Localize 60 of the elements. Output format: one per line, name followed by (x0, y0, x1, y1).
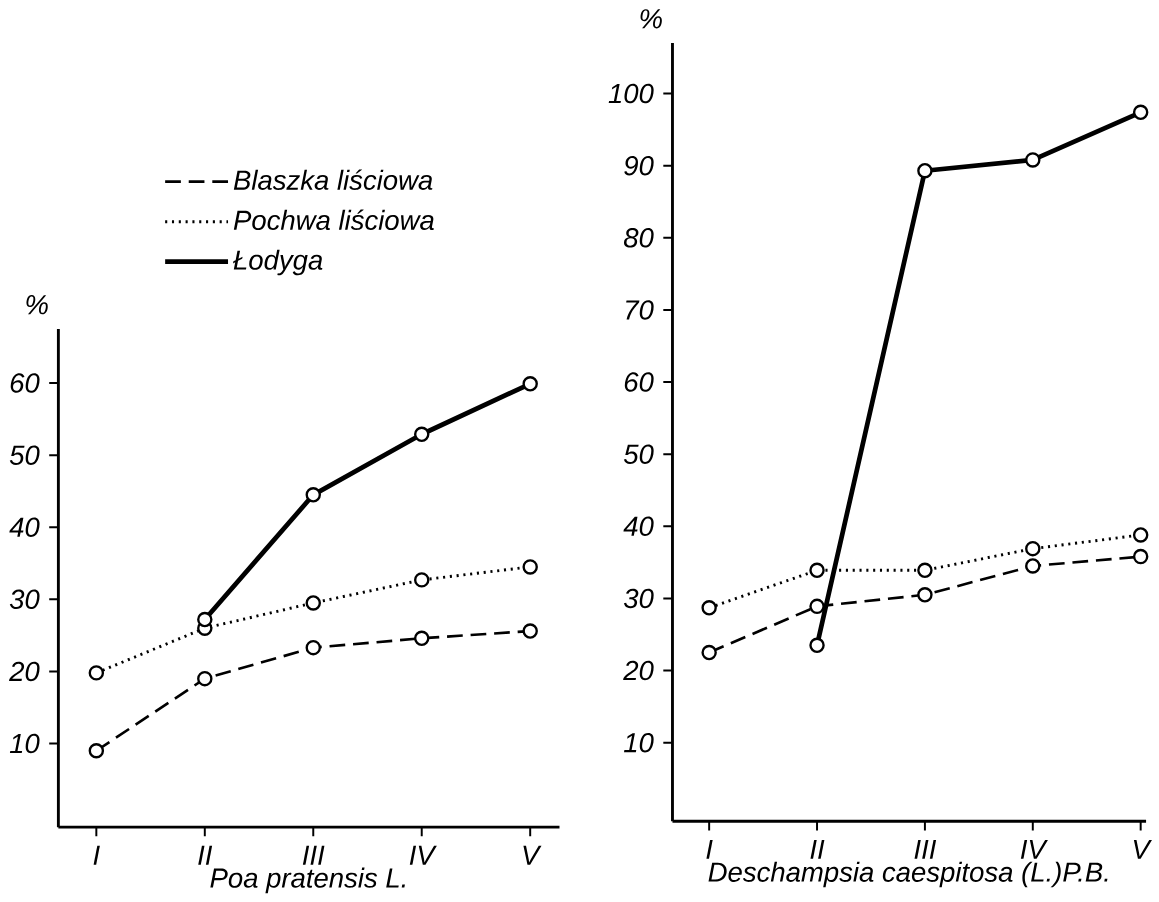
x-tick-label: V (1133, 839, 1152, 859)
point (809, 598, 825, 614)
point (1025, 540, 1041, 557)
y-tick-label: 100 (608, 83, 654, 104)
x-tick-label: III (302, 845, 325, 865)
point (701, 599, 717, 616)
point (701, 644, 717, 661)
x-axis-title: Poa pratensis L. (210, 867, 405, 894)
y-tick-label: 60 (10, 373, 40, 393)
y-tick-label: 80 (623, 227, 654, 248)
x-tick-label: IV (1020, 839, 1048, 859)
point (917, 586, 933, 603)
point (305, 639, 321, 656)
point (305, 486, 321, 503)
point (197, 670, 213, 687)
point (1132, 527, 1149, 543)
point (1025, 152, 1041, 168)
x-tick-label: I (706, 839, 713, 859)
point (1132, 548, 1149, 565)
y-tick-label: 40 (623, 516, 654, 536)
y-tick-label: 30 (9, 589, 40, 609)
y-tick-label: 50 (9, 445, 40, 465)
legend-label: Pochwa liściowa (233, 209, 434, 230)
point (197, 611, 213, 628)
point (1132, 104, 1149, 120)
point (522, 623, 538, 639)
point (917, 162, 933, 179)
y-tick-label: 90 (624, 155, 654, 176)
x-tick-label: I (93, 845, 100, 865)
point (917, 562, 933, 578)
y-tick-label: 70 (626, 300, 654, 320)
x-axis-title: Deschampsia caespitosa (L.)P.B. (708, 861, 1108, 888)
y-tick-label: 50 (623, 444, 654, 464)
x-tick-label: IV (409, 845, 437, 865)
x-tick-label: II (810, 839, 825, 859)
point (414, 630, 430, 646)
y-axis-title: % (640, 8, 662, 29)
point (88, 742, 105, 759)
x-tick-label: V (523, 845, 542, 865)
point (414, 571, 430, 588)
y-tick-label: 20 (623, 660, 654, 681)
point (809, 562, 825, 578)
y-axis-title: % (26, 294, 48, 315)
point (414, 426, 430, 442)
y-tick-label: 40 (9, 517, 40, 537)
point (88, 664, 105, 681)
point (522, 558, 538, 575)
y-tick-label: 60 (624, 372, 654, 392)
point (522, 375, 538, 392)
x-tick-label: II (198, 845, 213, 865)
point (1025, 558, 1041, 574)
y-tick-label: 30 (623, 588, 654, 608)
legend-label: Blaszka liściowa (233, 169, 433, 190)
legend-label: Łodyga (233, 249, 323, 276)
point (305, 595, 321, 611)
y-tick-label: 10 (623, 732, 654, 753)
y-tick-label: 10 (9, 733, 40, 754)
y-tick-label: 20 (9, 661, 40, 681)
x-tick-label: III (914, 839, 937, 859)
point (809, 637, 825, 653)
